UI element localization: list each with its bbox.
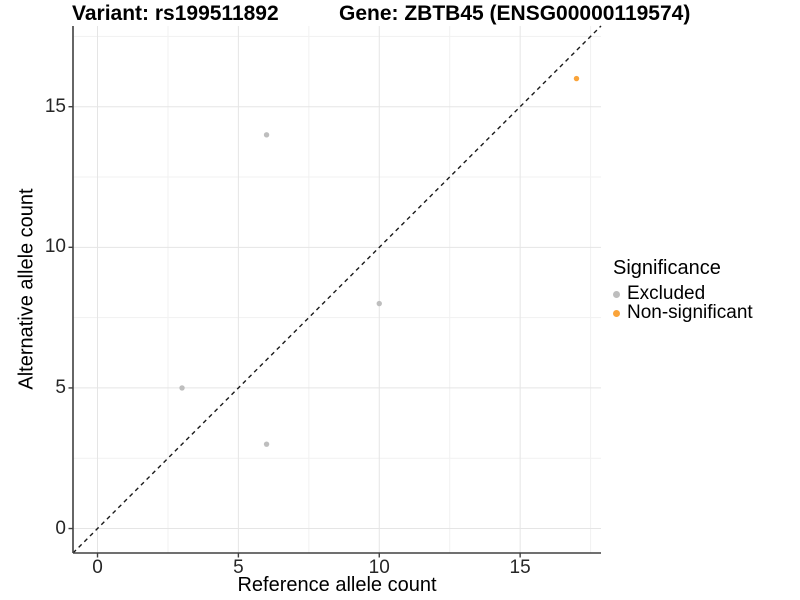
legend-title: Significance: [613, 257, 721, 279]
data-point-non-significant: [573, 75, 580, 82]
x-tick-label: 10: [368, 557, 390, 578]
y-tick-label: 0: [55, 517, 66, 539]
x-tick-label: 15: [509, 557, 531, 578]
data-point-excluded: [376, 300, 382, 307]
legend: Significance Excluded Non-significant: [613, 257, 753, 323]
y-tick-label: 10: [44, 236, 66, 258]
data-point-excluded: [179, 385, 185, 391]
identity-line: [72, 25, 602, 554]
y-axis-title: Alternative allele count: [15, 188, 38, 390]
gene-title: Gene: ZBTB45 (ENSG00000119574): [339, 2, 691, 25]
legend-item-label: Non-significant: [627, 302, 753, 323]
legend-item-label: Excluded: [627, 283, 706, 304]
data-point-excluded: [263, 441, 270, 447]
x-tick-label: 5: [233, 557, 244, 578]
variant-title: Variant: rs199511892: [72, 2, 279, 25]
x-axis-title: Reference allele count: [237, 574, 437, 596]
legend-dot-icon: [613, 290, 620, 298]
y-tick-label: 5: [55, 376, 66, 398]
x-tick-label: 0: [92, 557, 103, 578]
data-point-excluded: [263, 132, 270, 138]
legend-item: Non-significant: [613, 302, 753, 323]
legend-dot-icon: [613, 309, 620, 317]
y-tick-label: 15: [44, 95, 66, 117]
legend-item: Excluded: [613, 283, 753, 304]
legend-items: Excluded Non-significant: [613, 283, 753, 323]
